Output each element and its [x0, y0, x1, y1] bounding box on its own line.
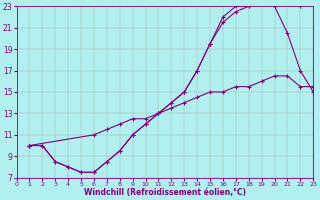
X-axis label: Windchill (Refroidissement éolien,°C): Windchill (Refroidissement éolien,°C)	[84, 188, 246, 197]
